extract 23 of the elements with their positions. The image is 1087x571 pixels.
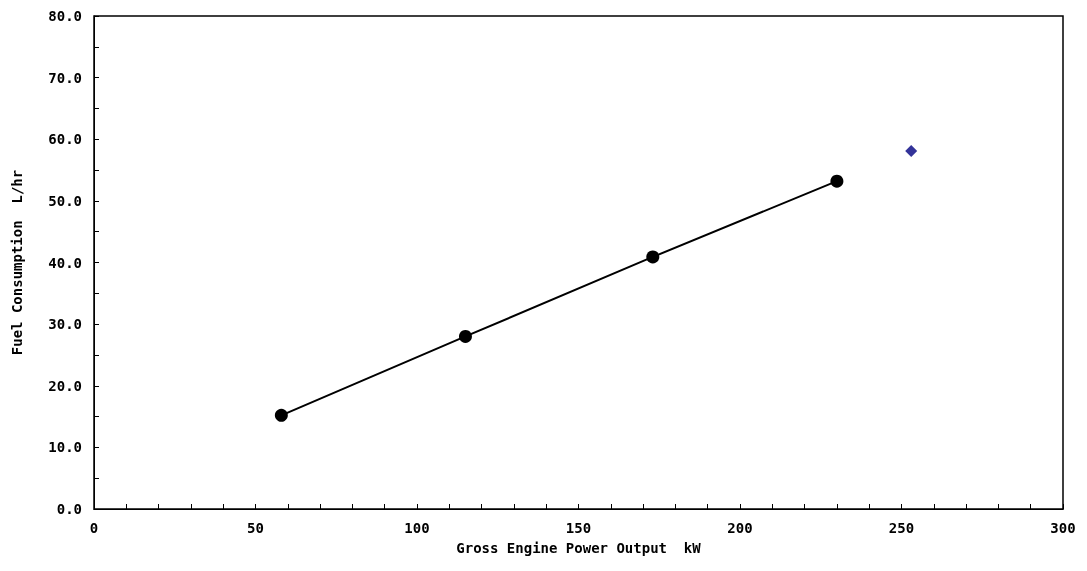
y-tick-label: 40.0 — [48, 254, 82, 271]
y-tick-label: 20.0 — [48, 377, 82, 394]
point — [830, 174, 844, 188]
y-axis-title: Fuel Consumption L/hr — [9, 169, 25, 356]
x-axis-title: Gross Engine Power Output kW — [456, 540, 702, 556]
y-tick-label: 0.0 — [56, 501, 82, 517]
x-tick-label: 100 — [404, 520, 430, 536]
x-tick-label: 0 — [89, 520, 99, 536]
y-tick-label: 30.0 — [48, 316, 82, 333]
point — [458, 329, 472, 343]
x-tick-label: 250 — [888, 520, 915, 536]
x-tick-label: 50 — [247, 520, 264, 536]
x-tick-label: 200 — [727, 520, 753, 536]
x-tick-label: 150 — [565, 520, 592, 536]
point — [274, 408, 288, 422]
y-tick-label: 50.0 — [48, 192, 82, 209]
y-tick-label: 10.0 — [48, 439, 82, 456]
point — [646, 250, 660, 264]
x-tick-label: 300 — [1050, 520, 1076, 536]
y-tick-label: 80.0 — [48, 8, 82, 24]
point — [905, 144, 918, 157]
y-tick-label: 70.0 — [48, 69, 82, 86]
y-tick-label: 60.0 — [48, 131, 82, 148]
